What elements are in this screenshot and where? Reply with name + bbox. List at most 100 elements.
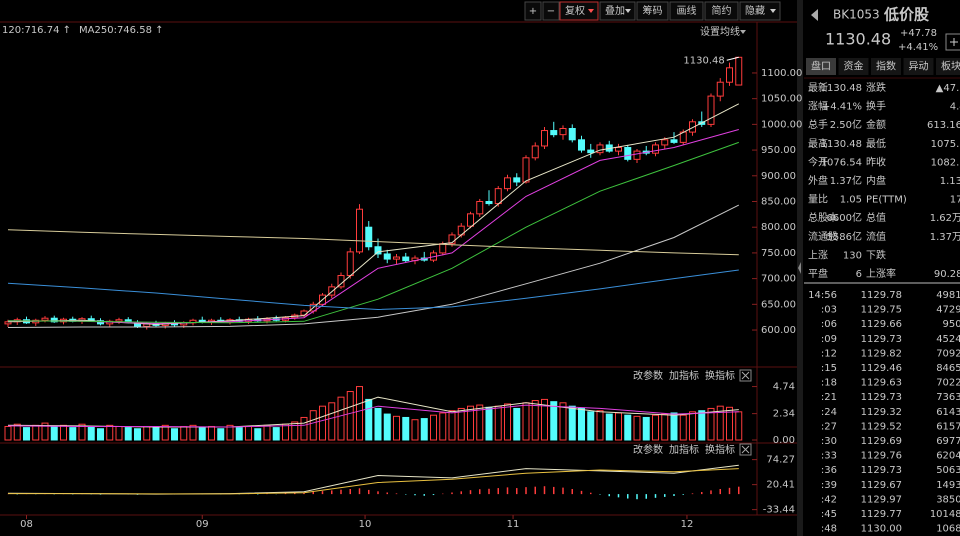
indicator-button[interactable]: 加指标 [669,369,699,382]
candle-body [531,145,539,159]
x-tick-label: 08 [20,519,33,530]
add-watch-button[interactable] [945,33,960,51]
back-icon[interactable] [811,9,818,21]
tab-label: 指数 [876,60,896,73]
candle-body [652,144,659,154]
toolbar-button[interactable] [669,1,704,21]
volume-bar [300,416,308,441]
price-change: +47.78 [900,28,937,39]
x-tick-label: 11 [507,519,520,530]
volume-bar [124,427,132,441]
quote-value: 130 [843,250,862,261]
quote-value: 2.50亿 [830,118,862,131]
volume-bar [319,405,326,441]
ma-settings[interactable]: 设置均线 [700,25,740,38]
volume-bar [161,424,169,441]
collapse-icon[interactable] [798,262,801,274]
tick-volume: 14932 [936,480,960,491]
candle-body [707,95,715,125]
tab[interactable] [903,58,934,75]
tab[interactable] [871,58,901,75]
ma-line [7,204,740,328]
y-tick-label: -33.44 [763,505,795,516]
volume-bar [596,410,604,441]
tick-volume: 101487 [930,509,960,520]
volume-bar [615,412,622,441]
tick-price: 1130.00 [861,524,902,535]
volume-bar [439,412,447,441]
quote-value: 1130.48 [821,83,862,94]
tick-time: :48 [821,524,837,535]
quote-label: 金额 [866,118,886,131]
toolbar-button[interactable] [559,1,599,21]
tab[interactable] [936,58,960,75]
quote-label: 总手 [808,118,828,131]
volume-bar [624,414,632,441]
tick-volume: 61579 [936,421,960,432]
volume-bar [217,428,225,441]
toolbar-button[interactable] [739,1,781,21]
candle-body [633,150,641,160]
indicator-button[interactable]: 换指标 [705,369,735,382]
quote-value: +4.41% [822,102,862,113]
toolbar-button[interactable] [636,1,669,21]
y-tick-label: 650.00 [761,299,796,310]
tick-price: 1129.69 [861,436,902,447]
quote-label: 涨幅 [808,100,828,113]
y-tick-label: 700.00 [761,274,796,285]
close-button[interactable] [739,443,752,456]
toolbar-button[interactable] [524,1,542,21]
volume-bar [365,398,373,441]
quote-label: 最新 [808,81,828,94]
quote-label: 流通股 [808,230,838,243]
volume-bar [698,410,706,441]
ma-line [7,404,739,428]
stock-name: 低价股 [883,6,930,24]
candle-body [448,234,456,245]
tick-price: 1129.66 [861,319,902,330]
candle-body [476,201,484,215]
volume-bar [235,427,243,441]
tick-price: 1129.76 [861,451,902,462]
tick-time: 14:56 [808,290,837,301]
volume-bar [309,410,317,441]
quote-value: 6600亿 [827,211,862,224]
volume-bar [254,428,262,441]
volume-bar [208,425,215,441]
y-tick-label: 4.74 [773,382,795,393]
tick-price: 1129.78 [861,290,902,301]
quote-value: 1075.80 [931,139,960,150]
close-button[interactable] [739,369,752,382]
toolbar-button[interactable] [542,1,560,21]
y-tick-label: 850.00 [761,197,796,208]
tick-volume: 45243 [936,334,960,345]
quote-label: PE(TTM) [866,195,907,206]
tick-volume: 70929 [936,348,960,359]
quote-value: 1130.48 [821,139,862,150]
tick-volume: 73633 [936,392,960,403]
candle-body [504,177,511,190]
quote-label: 平盘 [808,267,828,280]
tab[interactable] [806,58,836,75]
volume-bar [152,427,160,441]
indicator-button[interactable]: 加指标 [669,443,699,456]
quote-value: 1076.54 [821,157,862,168]
toolbar-button[interactable] [599,1,636,21]
tab-label: 板块 [941,60,960,73]
candle-body [578,139,585,151]
volume-bar [245,425,252,441]
y-tick-label: 74.27 [766,455,795,466]
ma-line [7,269,739,311]
volume-bar [448,410,456,441]
tab[interactable] [838,58,869,75]
indicator-button[interactable]: 换指标 [705,443,735,456]
indicator-button[interactable]: 改参数 [633,369,663,382]
legend-entry: 120:716.74 ↑ [2,25,71,36]
candle-body [41,317,49,321]
indicator-button[interactable]: 改参数 [633,443,663,456]
volume-bar [513,407,521,441]
tick-volume: 10688 [936,524,960,535]
volume-bar [679,414,687,441]
legend-entry: MA250:746.58 ↑ [79,25,163,36]
toolbar-button[interactable] [704,1,739,21]
